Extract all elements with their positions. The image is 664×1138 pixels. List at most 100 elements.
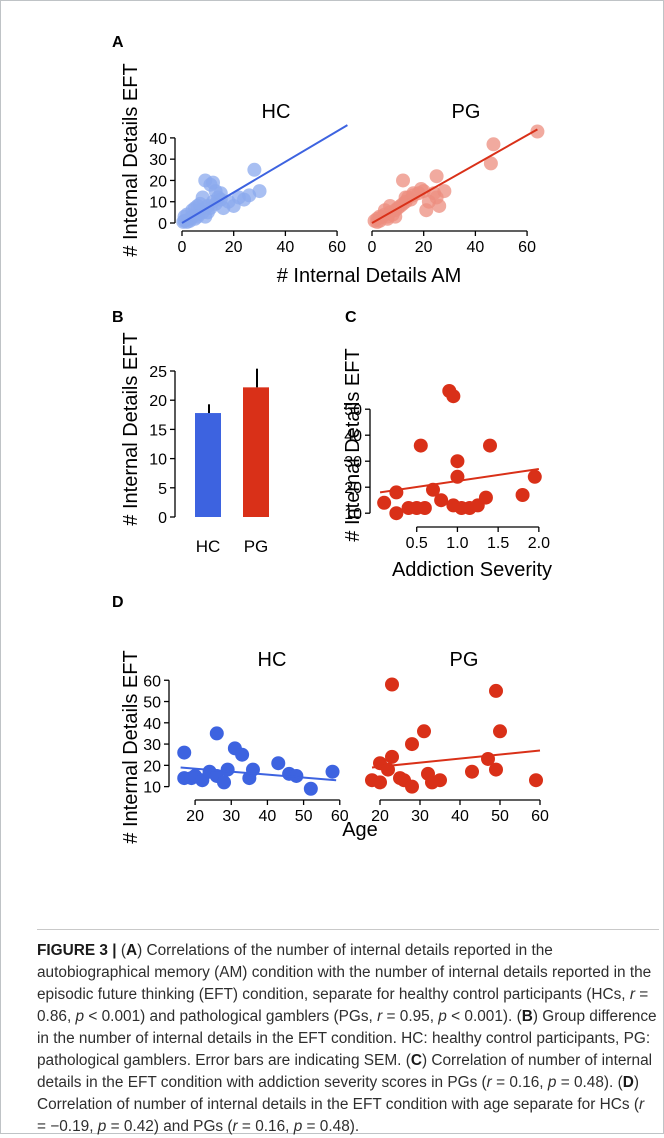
panel-d-hc-data-point [271, 756, 286, 771]
panel-a-y-axis-label: # Internal Details EFT [120, 63, 142, 256]
panel-d-pg-regression-line [371, 749, 541, 769]
panel-d-hc-y-tick-label: 10 [143, 780, 161, 797]
panel-b-y-axis-label: # Internal Details EFT [120, 332, 142, 525]
panel-c-y-tick-label: 50 [344, 402, 362, 419]
panel-c-x-tick-label: 1.5 [487, 535, 509, 552]
panel-d-pg-x-tick-label: 30 [411, 808, 429, 825]
panel-d-hc-regression-line [180, 766, 337, 782]
panel-d-hc-y-tick-label: 30 [143, 737, 161, 754]
panel-d-pg-x-tick-label: 60 [531, 808, 549, 825]
panel-a-pg-x-tick-label: 40 [466, 239, 484, 256]
panel-c-x-tick-label: 2.0 [528, 535, 550, 552]
panel-a-pg-data-point [383, 198, 398, 213]
panel-letter-d: D [112, 594, 124, 611]
panel-d-pg-data-point [489, 762, 503, 777]
panel-a-pg-data-point [486, 137, 501, 152]
panel-a-hc-data-point [247, 162, 262, 177]
panel-d-hc-x-tick-label: 50 [295, 808, 313, 825]
panel-a-hc-data-point [190, 209, 205, 224]
panel-d-pg-data-point [493, 724, 507, 739]
caption-divider [37, 929, 659, 930]
panel-d-hc-data-point [217, 775, 232, 790]
panel-d-hc-y-tick-label: 50 [143, 695, 161, 712]
panel-a-hc-x-tick-label: 20 [225, 239, 243, 256]
panel-d-y-axis-label: # Internal Details EFT [120, 650, 142, 843]
panel-d-hc-title: HC [258, 649, 287, 671]
panel-a-hc-y-tick-label: 20 [149, 173, 167, 190]
panel-d-pg-data-point [405, 737, 419, 752]
panel-b-y-tick-label: 5 [158, 481, 167, 498]
panel-c-data-point [450, 454, 465, 469]
panel-b-bar-hc [195, 413, 221, 517]
panel-a-pg-regression-line [371, 128, 538, 224]
panel-letter-b: B [112, 309, 124, 326]
panel-d-pg-title: PG [450, 649, 479, 671]
panel-c-data-point [413, 438, 428, 453]
panel-a-pg-data-point [483, 156, 498, 171]
panel-d-pg-data-point [529, 773, 543, 788]
panel-c-data-point [478, 490, 493, 505]
panel-d-hc-x-tick-label: 30 [222, 808, 240, 825]
panel-a-hc-y-tick-label: 30 [149, 152, 167, 169]
panel-d-hc-data-point [235, 747, 250, 762]
panel-d-hc-y-tick-label: 40 [143, 716, 161, 733]
panel-d-pg-data-point [373, 775, 387, 790]
panel-c-data-point [434, 493, 449, 508]
panel-d-pg-data-point [405, 779, 419, 794]
panel-a-pg-x-tick-label: 0 [368, 239, 377, 256]
panel-b-y-tick-label: 10 [149, 452, 167, 469]
panel-d-hc-data-point [177, 745, 192, 760]
panel-b-y-tick-label: 15 [149, 422, 167, 439]
panel-d-hc-data-point [220, 762, 235, 777]
panel-d-pg-data-point [465, 764, 479, 779]
panel-c-data-point [446, 389, 461, 404]
panel-d-hc-y-tick-label: 60 [143, 673, 161, 690]
panel-d-pg-data-point [489, 683, 503, 698]
panel-d-hc-x-tick-label: 20 [186, 808, 204, 825]
panel-a-hc-y-tick-label: 0 [158, 216, 167, 233]
panel-a-hc-data-point [252, 184, 267, 199]
panel-letter-a: A [112, 34, 124, 51]
panel-a-hc-x-tick-label: 0 [178, 239, 187, 256]
panel-a-pg-data-point [530, 124, 545, 139]
panel-a-pg-data-point [396, 173, 411, 188]
panel-d-hc-x-tick-label: 60 [331, 808, 349, 825]
panel-a-hc-regression-line [181, 124, 348, 224]
panel-b-category-label: HC [196, 537, 221, 556]
panel-b-y-tick-label: 0 [158, 510, 167, 527]
panel-d-pg-data-point [385, 677, 399, 692]
panel-d-pg-x-tick-label: 20 [371, 808, 389, 825]
caption-label: FIGURE 3 | [37, 942, 117, 959]
panel-d-pg-x-tick-label: 40 [451, 808, 469, 825]
panel-c-data-point [389, 485, 404, 500]
panel-d-hc-data-point [325, 764, 340, 779]
panel-a-pg-data-point [388, 209, 403, 224]
panel-d-hc-y-tick-label: 20 [143, 758, 161, 775]
panel-b-category-label: PG [244, 537, 269, 556]
panel-a-hc-title: HC [262, 101, 291, 123]
panel-a-pg-data-point [414, 181, 429, 196]
panel-a-pg-data-point [429, 169, 444, 184]
panel-c-data-point [417, 501, 432, 515]
panel-a-hc-y-tick-label: 10 [149, 195, 167, 212]
panel-letter-c: C [345, 309, 357, 326]
panel-c-y-tick-label: 10 [344, 506, 362, 523]
panel-a-x-axis-label: # Internal Details AM [277, 265, 462, 287]
figure-3-panels: A B C D # Internal Details EFT # Interna… [112, 34, 552, 844]
panel-c-x-tick-label: 0.5 [406, 535, 428, 552]
panel-c-x-tick-label: 1.0 [446, 535, 468, 552]
panel-b-y-tick-label: 20 [149, 393, 167, 410]
panel-a-pg-x-tick-label: 60 [518, 239, 536, 256]
panel-c-y-tick-label: 20 [344, 480, 362, 497]
caption-text: (A) Correlations of the number of intern… [37, 942, 657, 1135]
panel-a-hc-x-tick-label: 60 [328, 239, 346, 256]
panel-d-hc-x-tick-label: 40 [259, 808, 277, 825]
panel-c-data-point [483, 438, 497, 453]
panel-c-regression-line [379, 468, 540, 494]
panel-c-data-point [389, 506, 404, 521]
panel-a-pg-data-point [419, 203, 434, 218]
panel-b-bar-pg [243, 387, 269, 517]
panel-c-data-point [527, 469, 542, 484]
panel-b-y-tick-label: 25 [149, 364, 167, 381]
